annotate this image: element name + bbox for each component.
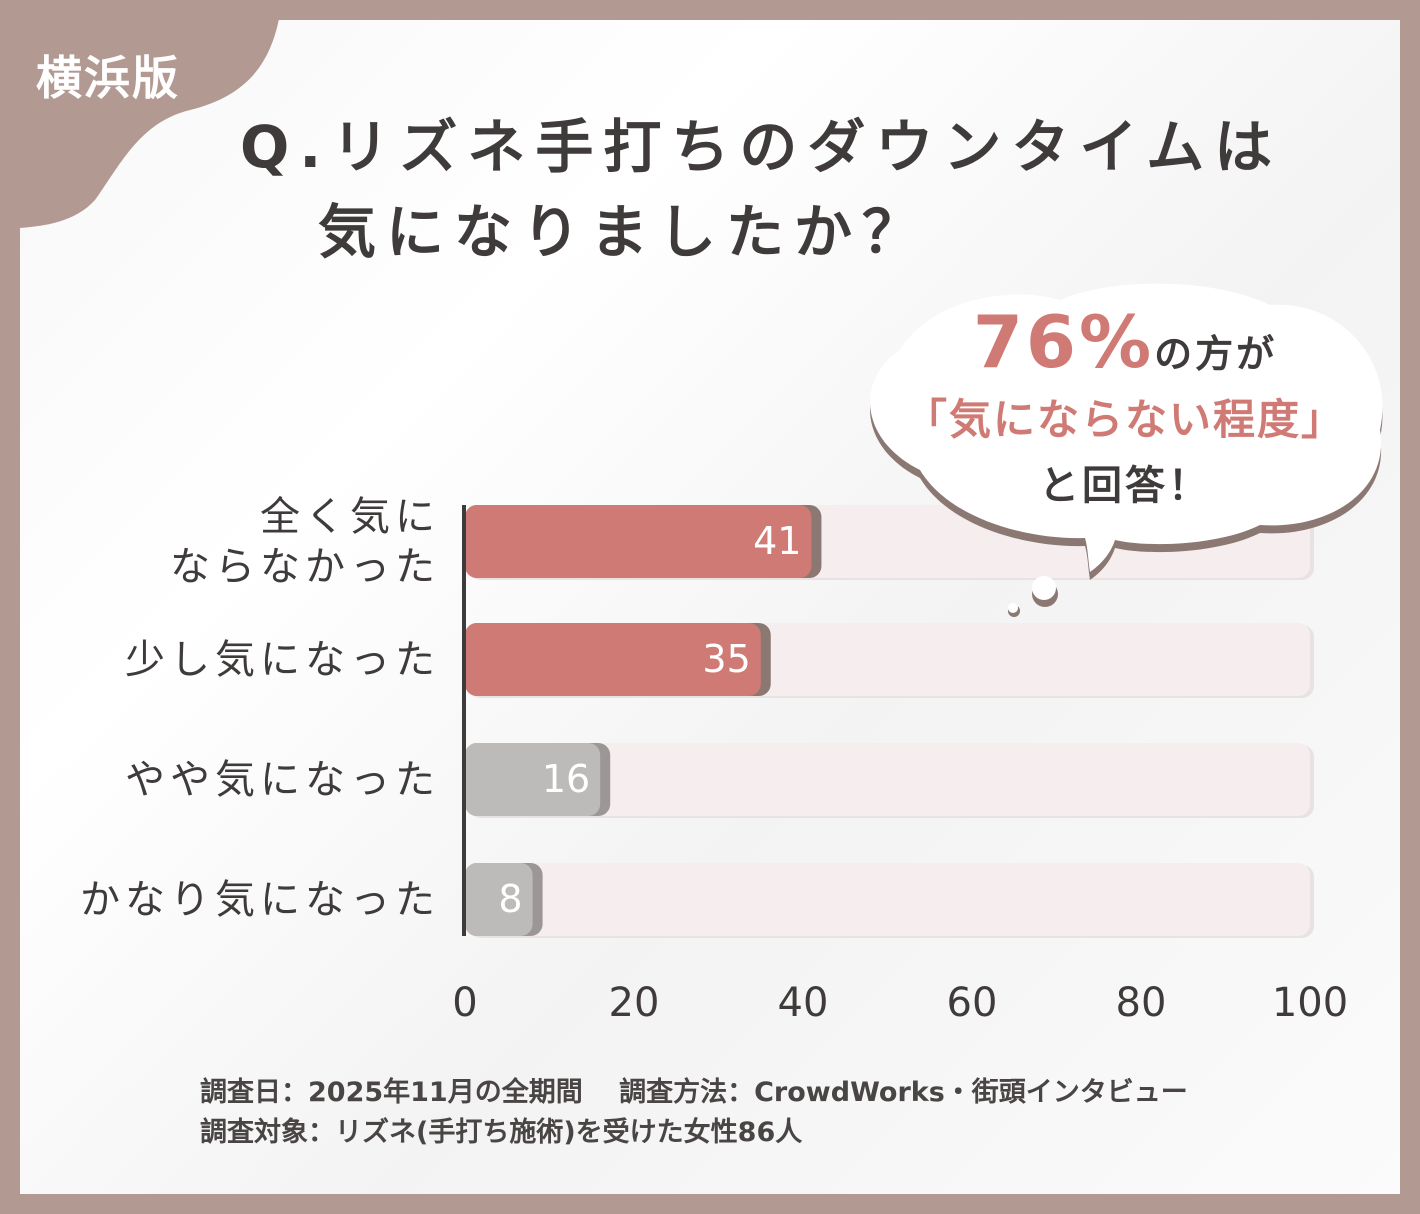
value-label: 16 <box>541 757 591 801</box>
bar <box>465 863 533 936</box>
y-axis-line <box>462 505 466 936</box>
value-label: 8 <box>498 877 523 921</box>
bar <box>465 623 761 696</box>
callout-line-2: 「気にならない程度」 <box>904 395 1345 444</box>
x-tick-label: 60 <box>946 980 998 1026</box>
bar <box>465 743 601 816</box>
category-label: かなり気になった <box>80 876 440 923</box>
category-label: 全く気に ならなかった <box>170 493 440 590</box>
bar <box>465 505 812 578</box>
callout: 76%の方が 「気にならない程度」 と回答！ <box>880 300 1370 511</box>
x-tick-label: 0 <box>452 980 478 1026</box>
callout-percent: 76% <box>972 300 1155 384</box>
value-label: 41 <box>753 519 802 563</box>
x-tick-label: 40 <box>777 980 829 1026</box>
callout-line-3: と回答！ <box>1039 463 1211 509</box>
bar-track <box>465 743 1310 816</box>
bar-track <box>465 863 1310 936</box>
callout-suffix: の方が <box>1154 332 1278 376</box>
region-badge: 横浜版 <box>36 51 180 105</box>
x-tick-label: 80 <box>1115 980 1167 1026</box>
category-label: やや気になった <box>125 756 440 803</box>
title-line-1: Q.リズネ手打ちのダウンタイムは <box>240 113 1283 181</box>
title-line-2: 気になりましたか？ <box>318 198 931 266</box>
footer-line-1: 調査日：2025年11月の全期間 調査方法：CrowdWorks・街頭インタビュ… <box>200 1077 1188 1108</box>
card <box>20 20 1400 1194</box>
footer-line-2: 調査対象：リズネ(手打ち施術)を受けた女性86人 <box>200 1117 803 1148</box>
x-tick-label: 100 <box>1271 980 1349 1026</box>
value-label: 35 <box>702 637 751 681</box>
corner-shape <box>0 0 282 240</box>
category-label: 少し気になった <box>125 636 440 683</box>
x-tick-label: 20 <box>608 980 660 1026</box>
